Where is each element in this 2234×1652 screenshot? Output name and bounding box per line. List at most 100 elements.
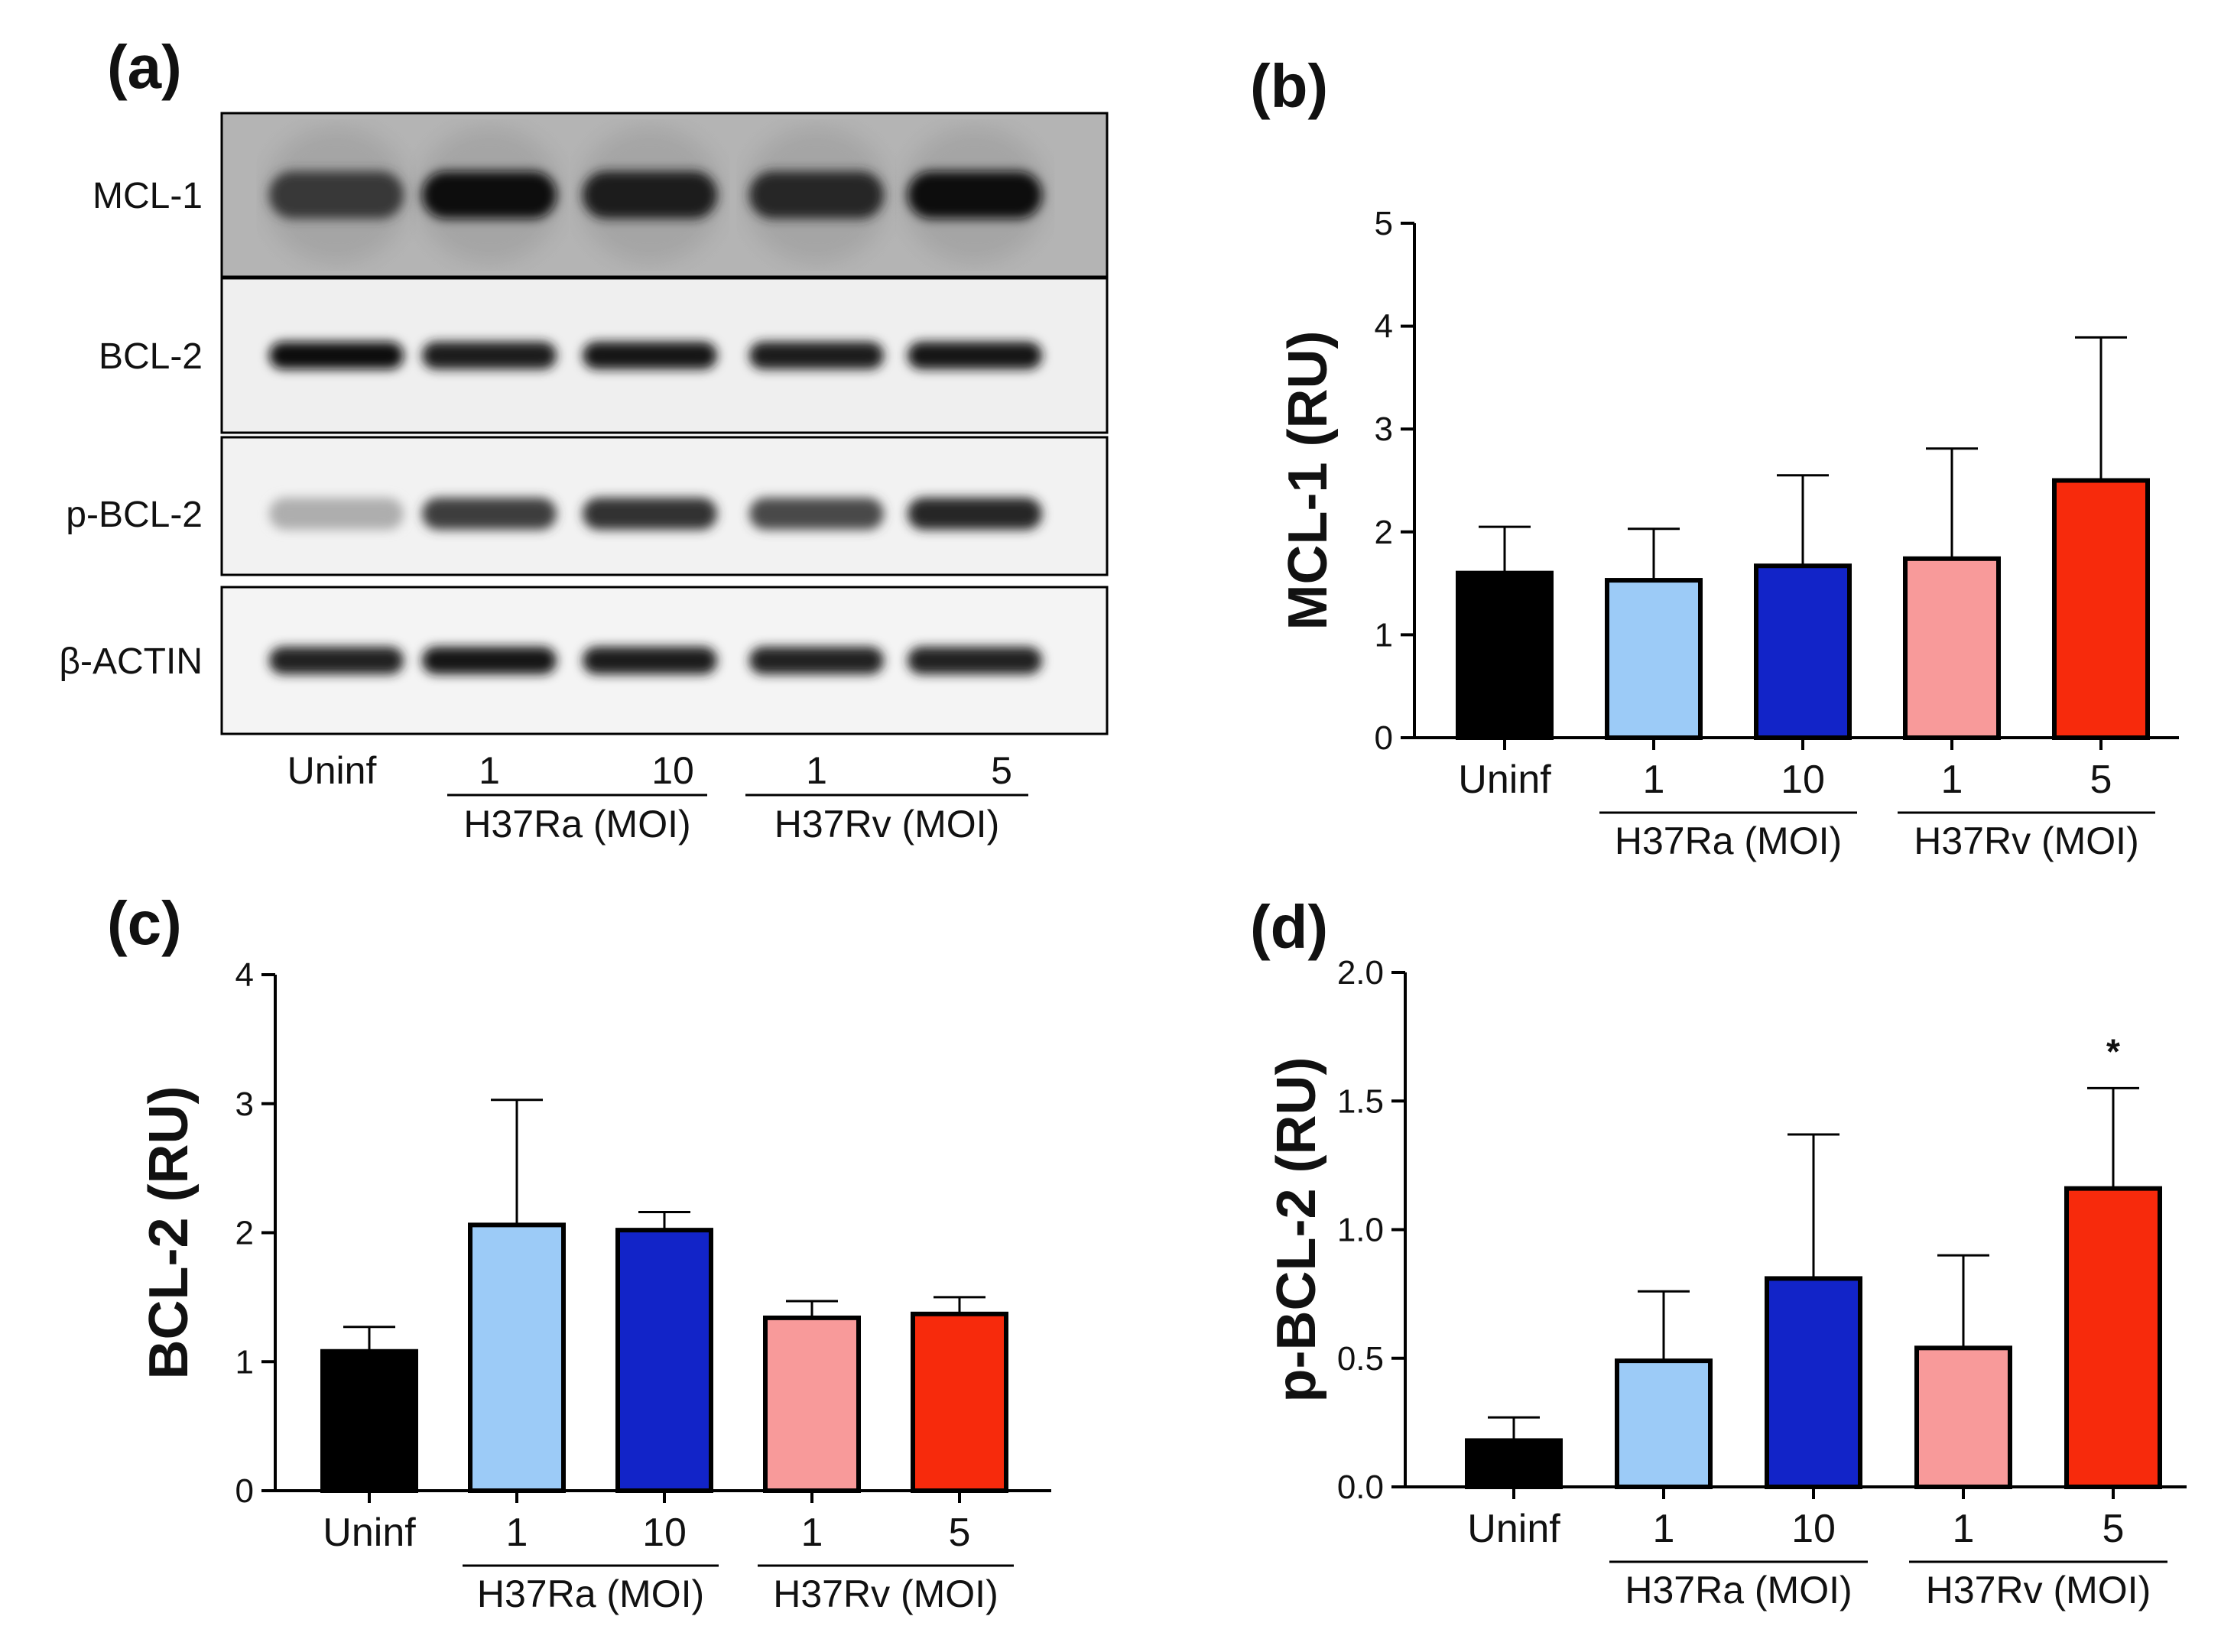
y-tick-label: 2: [1375, 514, 1393, 551]
panel-letter-c: (c): [107, 889, 182, 957]
x-tick-label: 1: [1953, 1507, 1975, 1551]
x-tick-label: Uninf: [323, 1511, 416, 1555]
blot-band: [422, 342, 557, 369]
blot-row-label: BCL-2: [99, 336, 203, 377]
y-tick-label: 2: [235, 1215, 254, 1252]
y-tick-label: 3: [235, 1086, 254, 1123]
blot-band: [749, 647, 884, 674]
y-tick-label: 1: [1375, 616, 1393, 654]
group-label: H37Ra (MOI): [1615, 820, 1842, 862]
x-tick-label: 5: [949, 1511, 971, 1555]
x-tick-label: 5: [2102, 1507, 2125, 1551]
blot-band: [749, 171, 884, 219]
x-tick-label: 1: [1941, 758, 1963, 802]
x-tick-label: Uninf: [1467, 1507, 1560, 1551]
y-tick-label: 1.0: [1337, 1212, 1384, 1249]
pbcl2-bar-chart: 0.0 0.5 1.0 1.5 2.0 p-BCL-2 (RU) Uninf 1 10 1 5 H37…: [1266, 954, 2187, 1611]
blot-row-border: [220, 112, 1109, 278]
blot-band: [269, 342, 404, 369]
blot-band: [269, 647, 404, 674]
bar-3: [1914, 1345, 2012, 1490]
blot-lane-label: Uninf: [287, 749, 377, 792]
x-tick-label: 1: [1643, 758, 1665, 802]
blot-band: [422, 171, 557, 219]
bar-1: [1605, 578, 1703, 741]
y-tick-label: 4: [235, 956, 254, 994]
group-label: H37Rv (MOI): [1926, 1569, 2151, 1611]
x-tick-label: 10: [1781, 758, 1825, 802]
x-tick-label: 1: [506, 1511, 528, 1555]
y-tick-label: 4: [1375, 308, 1393, 346]
y-tick-label: 1: [235, 1343, 254, 1381]
blot-band: [749, 498, 884, 530]
x-tick-label: 10: [642, 1511, 687, 1555]
bar-2: [1754, 563, 1852, 741]
bar-0: [1456, 570, 1554, 741]
blot-band: [269, 498, 404, 530]
bar-3: [1903, 556, 2001, 741]
blot-band: [908, 171, 1042, 219]
blot-band: [749, 342, 884, 369]
blot-band: [583, 498, 717, 530]
group-label: H37Rv (MOI): [773, 1572, 998, 1615]
y-axis-label: BCL-2 (RU): [138, 1086, 200, 1380]
group-label: H37Ra (MOI): [1625, 1569, 1852, 1611]
blot-band: [583, 171, 717, 219]
blot-band: [908, 342, 1042, 369]
group-label: H37Ra (MOI): [477, 1572, 704, 1615]
y-tick-label: 3: [1375, 411, 1393, 448]
mcl1-bar-chart: 0 1 2 3 4 5 MCL-1 (RU) Uninf 1 10 1 5 H37Ra (MOI) H37…: [1278, 205, 2179, 862]
bar-4: [911, 1311, 1008, 1493]
bar-3: [763, 1315, 861, 1493]
blot-row-border: [220, 436, 1109, 576]
panel-letter-b: (b): [1250, 52, 1328, 120]
blot-row-border: [220, 277, 1109, 434]
y-tick-label: 0: [1375, 719, 1393, 757]
y-axis-label: p-BCL-2 (RU): [1266, 1057, 1327, 1403]
blot-band: [422, 498, 557, 530]
blot-lane-label: 10: [651, 749, 694, 792]
panel-letter-a: (a): [107, 33, 182, 101]
group-label: H37Rv (MOI): [1914, 820, 2138, 862]
bar-1: [468, 1222, 566, 1493]
x-tick-label: 1: [1653, 1507, 1675, 1551]
blot-row-0: MCL-1: [93, 112, 1109, 278]
western-blot-panel: MCL-1 BCL-2 p-BCL-2 β-ACTIN Uninf 1 10 1 5 H37Ra …: [59, 112, 1109, 845]
blot-lane-label: 1: [479, 749, 500, 792]
blot-row-border: [220, 586, 1109, 735]
blot-band: [583, 647, 717, 674]
bar-2: [1765, 1276, 1862, 1490]
bar-4: [2052, 478, 2150, 740]
blot-row-1: BCL-2: [99, 277, 1109, 434]
x-tick-label: Uninf: [1458, 758, 1551, 802]
blot-row-3: β-ACTIN: [59, 586, 1109, 735]
panel-letter-d: (d): [1250, 893, 1328, 961]
blot-row-label: β-ACTIN: [59, 641, 203, 682]
blot-band: [908, 498, 1042, 530]
x-tick-label: 5: [2090, 758, 2112, 802]
y-axis-label: MCL-1 (RU): [1278, 331, 1339, 631]
blot-row-2: p-BCL-2: [66, 436, 1109, 576]
blot-group-label: H37Ra (MOI): [463, 803, 690, 845]
bar-4: [2064, 1186, 2162, 1490]
y-tick-label: 0.0: [1337, 1469, 1384, 1506]
y-tick-label: 1.5: [1337, 1082, 1384, 1120]
x-tick-label: 1: [801, 1511, 823, 1555]
blot-band: [422, 647, 557, 674]
y-tick-label: 0.5: [1337, 1340, 1384, 1378]
x-tick-label: 10: [1791, 1507, 1836, 1551]
blot-lane-label: 1: [806, 749, 827, 792]
y-tick-label: 5: [1375, 205, 1393, 242]
blot-band: [583, 342, 717, 369]
bcl2-bar-chart: 0 1 2 3 4 BCL-2 (RU) Uninf 1 10 1 5 H37Ra (MOI) H37R…: [138, 956, 1051, 1615]
blot-band: [908, 647, 1042, 674]
y-tick-label: 2.0: [1337, 954, 1384, 992]
bar-0: [1465, 1438, 1563, 1490]
bar-2: [615, 1228, 713, 1493]
y-tick-label: 0: [235, 1472, 254, 1510]
bar-1: [1615, 1358, 1713, 1489]
bar-0: [320, 1349, 418, 1493]
blot-row-label: p-BCL-2: [66, 495, 203, 535]
blot-band: [269, 171, 404, 219]
